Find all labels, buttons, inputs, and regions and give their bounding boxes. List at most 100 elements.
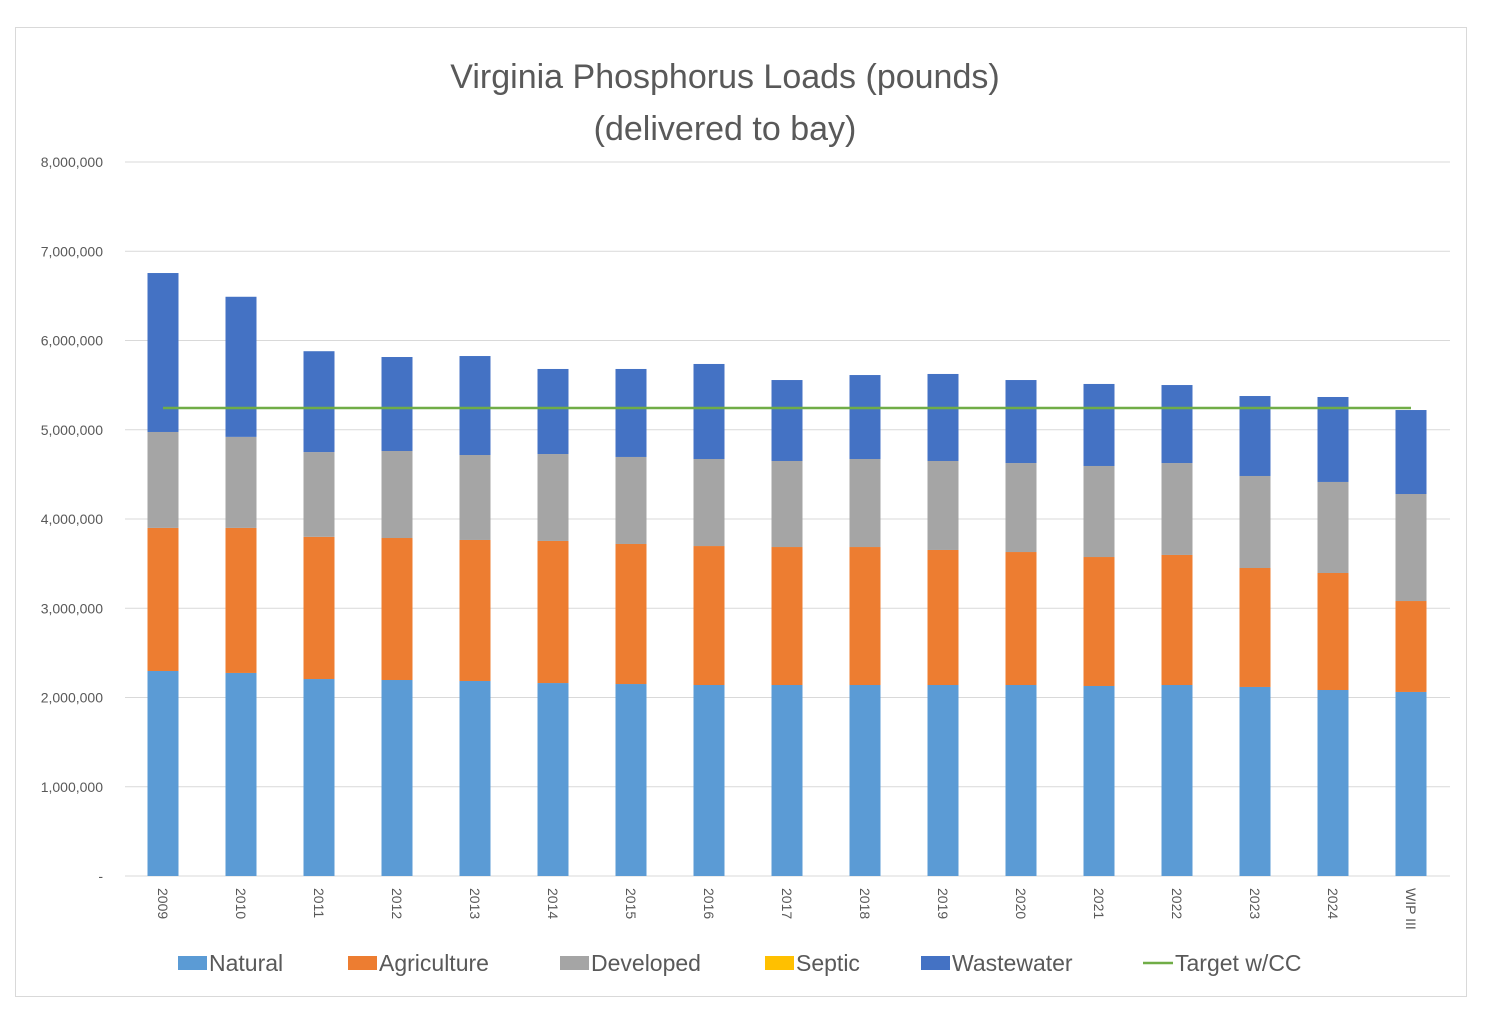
bar-natural — [1083, 685, 1115, 876]
bar-natural — [1005, 685, 1037, 876]
legend-swatch-developed — [560, 956, 589, 970]
x-tick-label: 2018 — [857, 888, 873, 919]
y-tick-label: 3,000,000 — [41, 600, 103, 616]
legend-label: Wastewater — [952, 950, 1073, 976]
bar-natural — [225, 672, 257, 876]
bar-wastewater — [1239, 396, 1271, 476]
bar-agriculture — [225, 527, 257, 673]
bar-agriculture — [381, 538, 413, 681]
chart-title-line-2: (delivered to bay) — [594, 110, 857, 148]
bar-agriculture — [615, 543, 647, 685]
y-tick-label: 8,000,000 — [41, 154, 103, 170]
x-tick-label: 2010 — [233, 888, 249, 919]
y-tick-label: 1,000,000 — [41, 779, 103, 795]
x-tick-label: 2012 — [389, 888, 405, 919]
bar-natural — [303, 679, 335, 876]
legend-label: Target w/CC — [1175, 950, 1302, 976]
legend-swatch-septic — [765, 956, 794, 970]
bar-agriculture — [1317, 572, 1349, 691]
x-tick-label: 2014 — [545, 888, 561, 919]
bar-agriculture — [537, 540, 569, 684]
x-tick-label: 2024 — [1325, 888, 1341, 919]
bar-developed — [225, 436, 257, 528]
bar-wastewater — [147, 273, 179, 432]
bar-natural — [537, 683, 569, 876]
bar-wastewater — [1005, 380, 1037, 464]
y-tick-label: 6,000,000 — [41, 333, 103, 349]
bar-wastewater — [1083, 383, 1115, 466]
legend-swatch-wastewater — [921, 956, 950, 970]
legend-swatch-agriculture — [348, 956, 377, 970]
bar-wastewater — [537, 368, 569, 455]
x-tick-label: 2011 — [311, 888, 327, 918]
legend-label: Natural — [209, 950, 283, 976]
bar-agriculture — [849, 547, 881, 686]
bar-wastewater — [693, 363, 725, 460]
bar-wastewater — [615, 368, 647, 457]
bar-agriculture — [1083, 557, 1115, 686]
x-tick-label: WIP III — [1403, 888, 1419, 930]
x-tick-label: 2013 — [467, 888, 483, 919]
bar-developed — [381, 450, 413, 539]
legend-label: Developed — [591, 950, 701, 976]
bar-developed — [1395, 494, 1427, 602]
bar-wastewater — [381, 357, 413, 451]
x-tick-label: 2009 — [155, 888, 171, 919]
x-tick-label: 2023 — [1247, 888, 1263, 919]
bar-wastewater — [1395, 410, 1427, 495]
bar-developed — [1161, 463, 1193, 555]
bar-natural — [1239, 686, 1271, 876]
bar-natural — [927, 685, 959, 876]
bar-developed — [693, 459, 725, 547]
bar-developed — [459, 455, 491, 540]
bar-wastewater — [1161, 385, 1193, 464]
bar-agriculture — [1239, 567, 1271, 687]
bar-developed — [849, 459, 881, 548]
bar-developed — [1317, 481, 1349, 573]
bar-wastewater — [1317, 396, 1349, 482]
y-tick-label: - — [98, 868, 103, 884]
bar-agriculture — [1161, 554, 1193, 686]
bar-developed — [771, 460, 803, 548]
bar-wastewater — [849, 375, 881, 460]
bar-natural — [1395, 691, 1427, 876]
bar-developed — [1005, 463, 1037, 553]
bar-wastewater — [225, 296, 257, 437]
bar-natural — [615, 684, 647, 876]
x-tick-label: 2019 — [935, 888, 951, 919]
bar-natural — [381, 680, 413, 876]
bar-agriculture — [1395, 601, 1427, 692]
y-tick-label: 4,000,000 — [41, 511, 103, 527]
bar-developed — [1083, 465, 1115, 558]
legend-label: Septic — [796, 950, 860, 976]
bar-agriculture — [459, 539, 491, 681]
bar-natural — [1161, 685, 1193, 876]
y-tick-label: 7,000,000 — [41, 243, 103, 259]
x-tick-label: 2021 — [1091, 888, 1107, 919]
bar-natural — [147, 670, 179, 876]
bar-natural — [849, 685, 881, 876]
chart-frame — [15, 27, 1467, 997]
bar-agriculture — [771, 547, 803, 686]
bar-agriculture — [1005, 552, 1037, 686]
bar-natural — [1317, 690, 1349, 876]
legend-swatch-natural — [178, 956, 207, 970]
bar-agriculture — [927, 549, 959, 686]
bar-wastewater — [303, 351, 335, 453]
bar-agriculture — [147, 527, 179, 671]
bar-agriculture — [303, 536, 335, 680]
y-tick-label: 5,000,000 — [41, 422, 103, 438]
y-tick-label: 2,000,000 — [41, 690, 103, 706]
legend-label: Agriculture — [379, 950, 489, 976]
bar-wastewater — [927, 373, 959, 461]
x-tick-label: 2015 — [623, 888, 639, 919]
bar-developed — [147, 431, 179, 528]
bar-natural — [693, 685, 725, 876]
bar-developed — [615, 456, 647, 544]
x-tick-label: 2017 — [779, 888, 795, 919]
bar-developed — [303, 452, 335, 537]
bar-natural — [771, 685, 803, 876]
x-tick-label: 2022 — [1169, 888, 1185, 919]
bar-wastewater — [771, 380, 803, 461]
